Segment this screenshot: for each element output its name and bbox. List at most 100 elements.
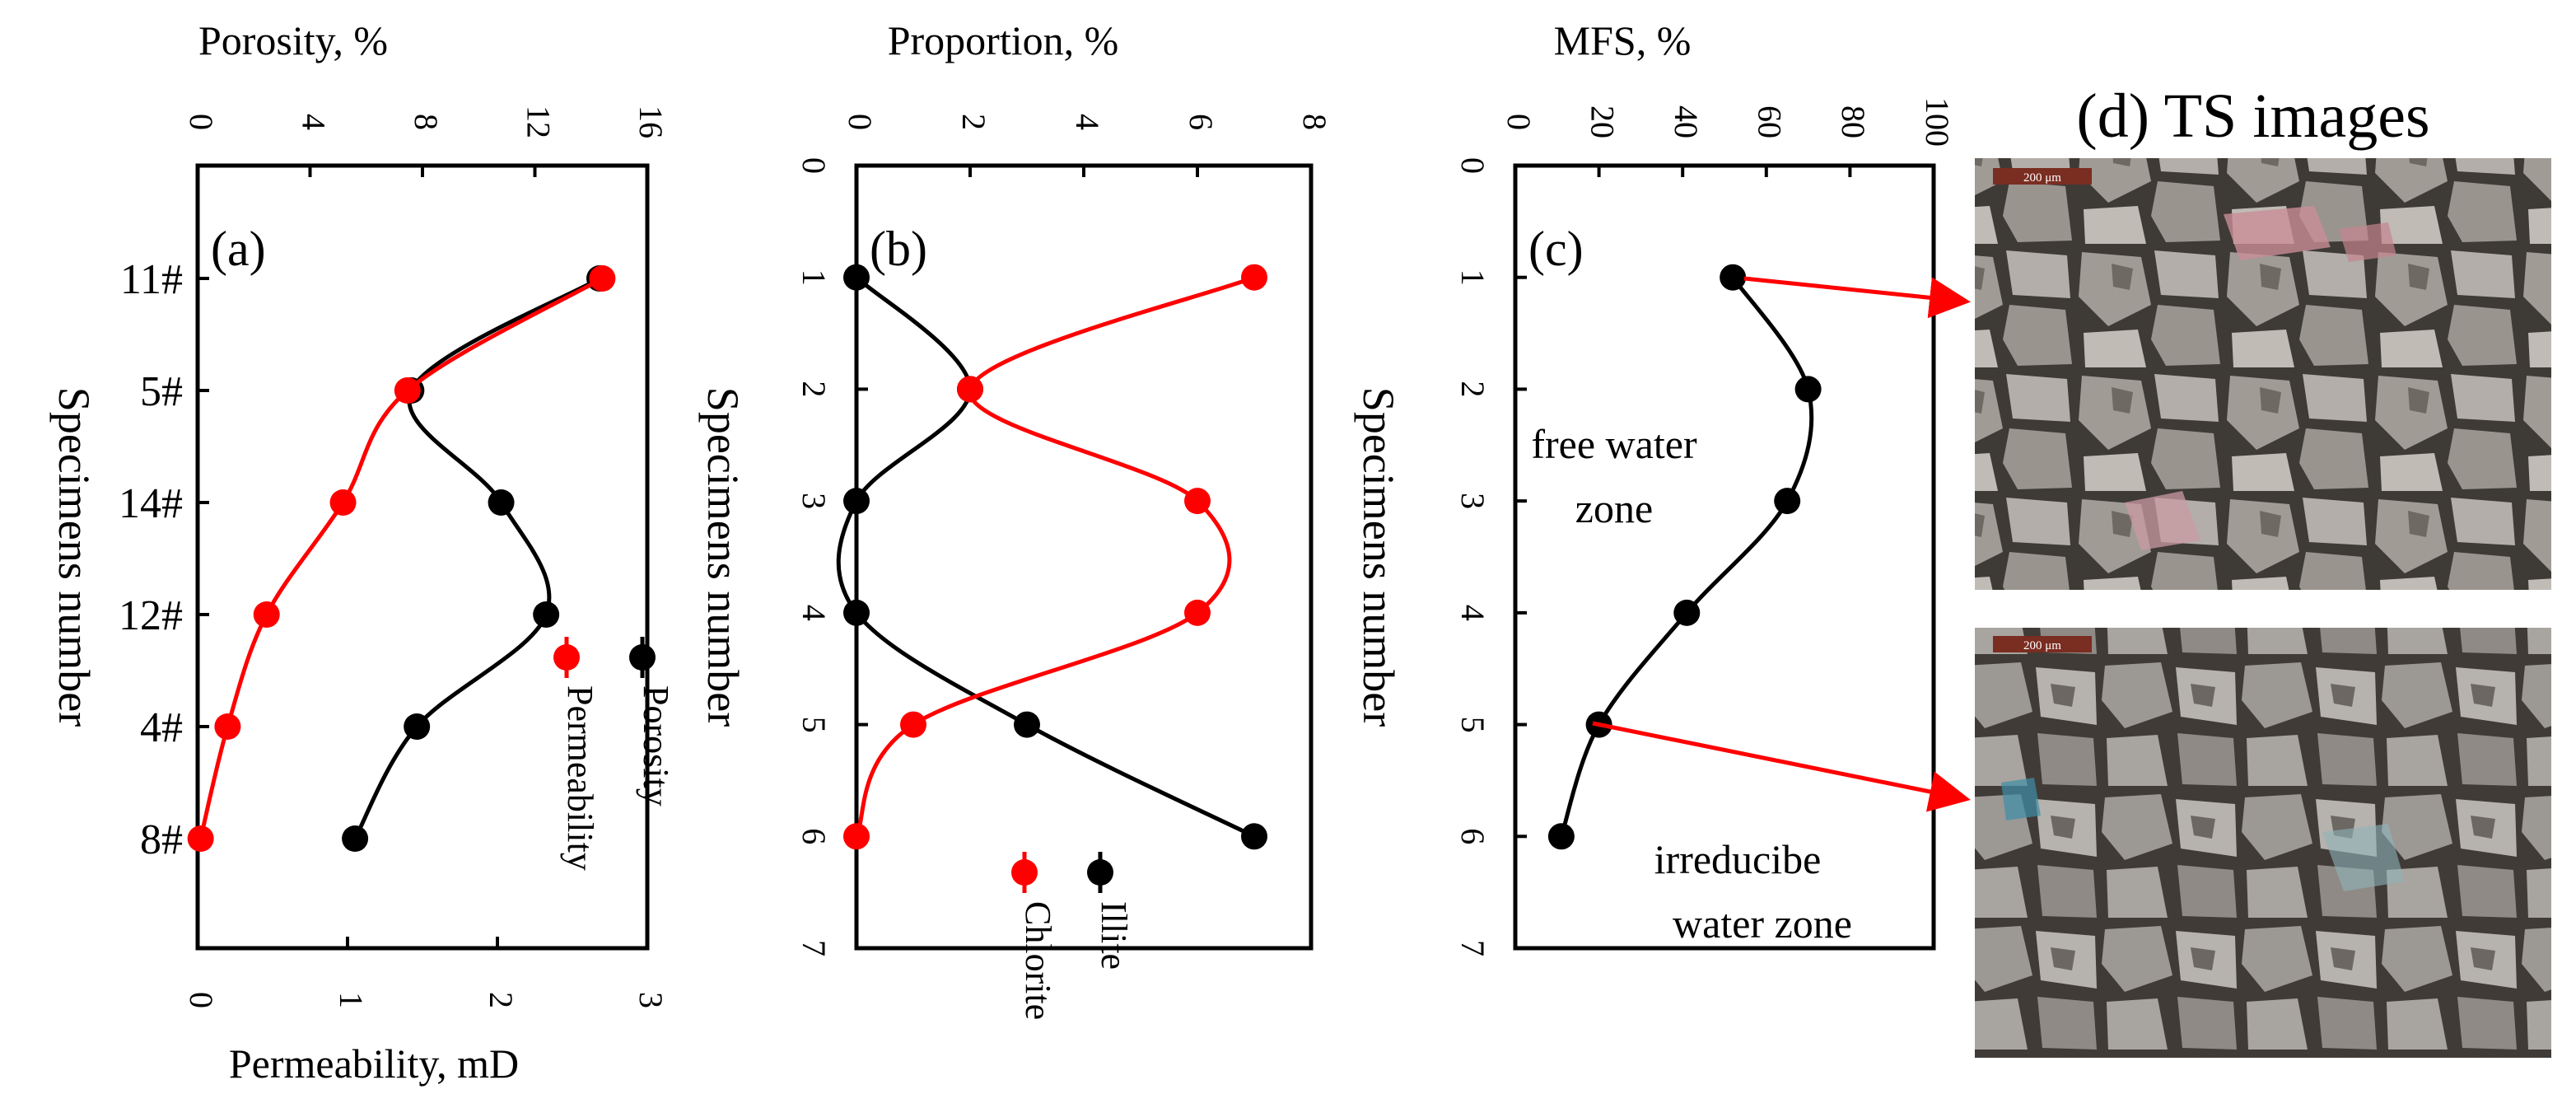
c-value-axis-tick-label-100: 100	[1919, 97, 1956, 147]
c-value-axis-tick-label-0: 0	[1500, 114, 1538, 130]
b-specimen-tick-label-6: 6	[796, 828, 833, 844]
panel-a-label: (a)	[211, 222, 266, 276]
mfs-point-4	[1673, 599, 1701, 626]
panel-c-top-ticks: 0 20 40 60 80 100	[1500, 97, 1956, 177]
c-value-axis-tick-label-20: 20	[1584, 105, 1621, 138]
mfs-point-2	[1794, 376, 1822, 403]
porosity-axis-tick-label-4: 4	[295, 114, 332, 130]
b-specimen-tick-label-4: 4	[796, 605, 833, 621]
panel-c-label: (c)	[1528, 222, 1584, 276]
chlorite-point-6	[843, 823, 870, 850]
chlorite-point-4	[1184, 599, 1211, 626]
panel-a-legend: Porosity Permeability	[553, 637, 676, 871]
specimen-label-5#: 5#	[140, 368, 183, 415]
b-specimen-tick-label-5: 5	[796, 717, 833, 733]
permeability-point-12#	[253, 601, 280, 628]
porosity-axis-tick-label-16: 16	[632, 105, 670, 138]
illite-point-4	[843, 599, 870, 626]
porosity-axis-tick-label-8: 8	[408, 114, 445, 130]
panel-b: Proportion, % Specimens number (b) 0 2 4 6 8…	[698, 17, 1333, 1020]
chlorite-line	[854, 275, 1255, 838]
b-specimen-tick-label-2: 2	[796, 381, 833, 397]
panel-a-bottom-axis-title: Permeability, mD	[229, 1040, 519, 1087]
porosity-point-4#	[404, 713, 431, 740]
legend-porosity-marker	[629, 644, 656, 671]
legend-permeability-label: Permeability	[560, 685, 600, 871]
c-specimen-tick-label-2: 2	[1454, 381, 1491, 397]
panel-b-top-ticks: 0 2 4 6 8	[842, 114, 1333, 177]
panel-c-category-axis-title: Specimens number	[1354, 387, 1403, 727]
b-value-axis-tick-label-6: 6	[1183, 114, 1220, 130]
scale-bar-label-2: 200 μm	[2023, 639, 2061, 652]
illite-point-3	[843, 488, 870, 515]
panel-b-top-axis-title: Proportion, %	[888, 17, 1119, 63]
thin-section-image-2: 200 μm	[1975, 628, 2551, 1058]
c-value-axis-tick-label-80: 80	[1835, 105, 1872, 138]
legend-porosity-label: Porosity	[636, 685, 676, 806]
c-specimen-tick-label-4: 4	[1454, 605, 1491, 621]
legend-illite-marker	[1087, 859, 1113, 886]
illite-line	[836, 275, 1256, 839]
panel-d: (d) TS images 200 μm 200 μm	[1975, 82, 2551, 1058]
b-specimen-tick-label-1: 1	[796, 269, 833, 286]
porosity-point-14#	[488, 489, 515, 516]
panel-a-category-ticks: 11# 5# 14# 12# 4# 8#	[119, 256, 209, 863]
legend-chlorite-marker	[1011, 859, 1038, 886]
c-specimen-tick-label-1: 1	[1454, 269, 1491, 286]
panel-a-series	[187, 265, 616, 852]
panel-a-bottom-ticks: 0 1 2 3	[183, 937, 670, 1008]
scale-bar-label-1: 200 μm	[2023, 171, 2061, 185]
b-value-axis-tick-label-2: 2	[955, 114, 992, 130]
porosity-point-8#	[342, 825, 369, 852]
permeability-axis-tick-label-1: 1	[333, 992, 370, 1008]
c-specimen-tick-label-3: 3	[1454, 493, 1491, 509]
permeability-point-11#	[589, 265, 616, 292]
b-value-axis-tick-label-8: 8	[1296, 114, 1333, 130]
free-water-zone-label-1: free water	[1531, 421, 1697, 467]
panel-c: MFS, % Specimens number (c) 0 20 40 60 80 100…	[1354, 17, 1956, 956]
specimen-label-14#: 14#	[119, 480, 183, 527]
b-specimen-tick-label-7: 7	[796, 940, 833, 956]
panel-c-frame	[1513, 163, 1936, 951]
permeability-point-8#	[187, 825, 214, 852]
irreducible-water-zone-label-1: irreducibe	[1654, 836, 1822, 882]
specimen-label-11#: 11#	[120, 256, 183, 303]
thin-section-image-1: 200 μm	[1975, 158, 2551, 590]
panel-a: Porosity, % Permeability, mD Specimens n…	[49, 17, 676, 1087]
chlorite-point-5	[900, 711, 926, 738]
permeability-axis-tick-label-3: 3	[632, 992, 670, 1008]
panel-b-label: (b)	[870, 222, 927, 276]
mfs-point-6	[1547, 823, 1575, 850]
permeability-axis-tick-label-0: 0	[183, 992, 220, 1008]
permeability-point-14#	[329, 489, 357, 516]
legend-permeability-marker	[553, 644, 580, 671]
chlorite-point-3	[1184, 488, 1211, 515]
illite-point-5	[1014, 711, 1040, 738]
specimen-label-12#: 12#	[119, 592, 183, 639]
arrow-to-image-1	[1743, 276, 1971, 319]
porosity-axis-tick-label-0: 0	[183, 114, 220, 130]
panel-b-frame	[854, 163, 1314, 951]
panel-d-title: (d) TS images	[2076, 82, 2429, 151]
c-value-axis-tick-label-40: 40	[1668, 105, 1705, 138]
b-specimen-tick-label-0: 0	[796, 157, 833, 174]
legend-illite-label: Illite	[1094, 901, 1134, 970]
porosity-point-12#	[533, 601, 560, 628]
panel-c-category-ticks: 0 1 2 3 4 5 6 7	[1454, 157, 1527, 956]
permeability-point-4#	[214, 713, 241, 740]
chlorite-point-1	[1241, 264, 1267, 291]
panel-a-top-axis-title: Porosity, %	[198, 17, 388, 63]
panel-c-series	[1547, 264, 1822, 850]
specimen-label-8#: 8#	[140, 816, 183, 863]
c-specimen-tick-label-6: 6	[1454, 828, 1491, 844]
b-value-axis-tick-label-0: 0	[842, 114, 879, 130]
porosity-axis-tick-label-12: 12	[520, 105, 557, 138]
panel-b-series	[836, 264, 1267, 850]
specimen-label-4#: 4#	[140, 704, 183, 751]
permeability-line	[198, 276, 604, 839]
arrow-to-image-2	[1592, 721, 1971, 812]
b-value-axis-tick-label-4: 4	[1069, 114, 1106, 130]
c-specimen-tick-label-0: 0	[1454, 157, 1491, 174]
illite-point-6	[1241, 823, 1267, 850]
free-water-zone-label-2: zone	[1575, 485, 1653, 531]
